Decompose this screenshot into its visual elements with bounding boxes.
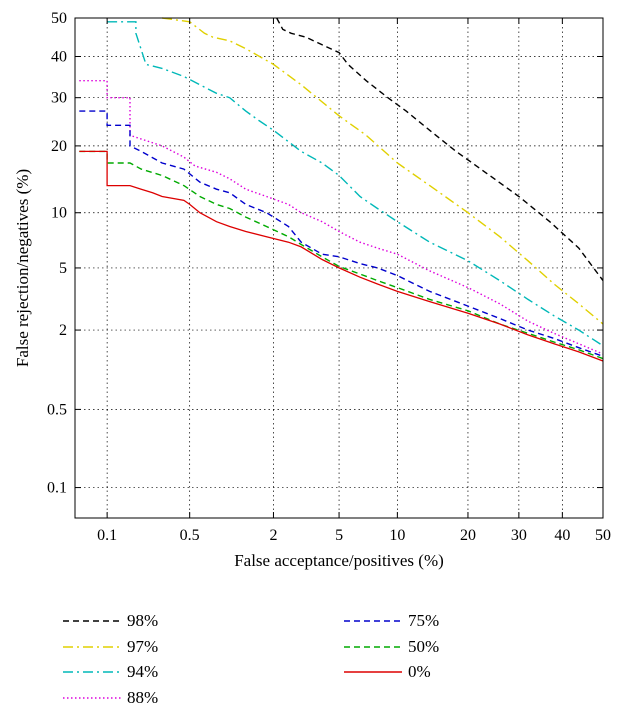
series-line-94pct [107, 21, 604, 347]
x-tick-label: 30 [511, 527, 527, 544]
series-line-88pct [79, 80, 604, 355]
x-tick-label: 20 [460, 527, 476, 544]
y-tick-label: 30 [51, 90, 67, 107]
series-line-75pct [79, 110, 604, 357]
series-line-0pct [79, 150, 604, 362]
series-line-98pct [276, 17, 604, 282]
data-series [79, 17, 604, 362]
x-tick-label: 0.5 [180, 527, 200, 544]
x-tick-label: 0.1 [97, 527, 117, 544]
series-line-50pct [79, 150, 604, 360]
x-axis-label: False acceptance/positives (%) [234, 551, 444, 570]
x-tick-label: 50 [595, 527, 611, 544]
y-tick-label: 20 [51, 138, 67, 155]
x-tick-label: 10 [389, 527, 405, 544]
x-tick-label: 2 [269, 527, 277, 544]
x-tick-label: 40 [554, 527, 570, 544]
y-tick-label: 40 [51, 48, 67, 65]
y-tick-label: 0.5 [47, 401, 67, 418]
y-tick-label: 0.1 [47, 480, 67, 497]
y-axis-label: False rejection/negatives (%) [13, 169, 32, 367]
x-axis-ticks: 0.1 0.5 2 5 10 20 30 40 50 [97, 18, 611, 544]
y-tick-label: 2 [59, 322, 67, 339]
y-tick-label: 10 [51, 205, 67, 222]
x-tick-label: 5 [335, 527, 343, 544]
series-line-97pct [162, 17, 604, 325]
y-tick-label: 5 [59, 260, 67, 277]
y-tick-label: 50 [51, 10, 67, 27]
y-axis-ticks: 0.1 0.5 2 5 10 20 30 40 50 [47, 10, 603, 497]
